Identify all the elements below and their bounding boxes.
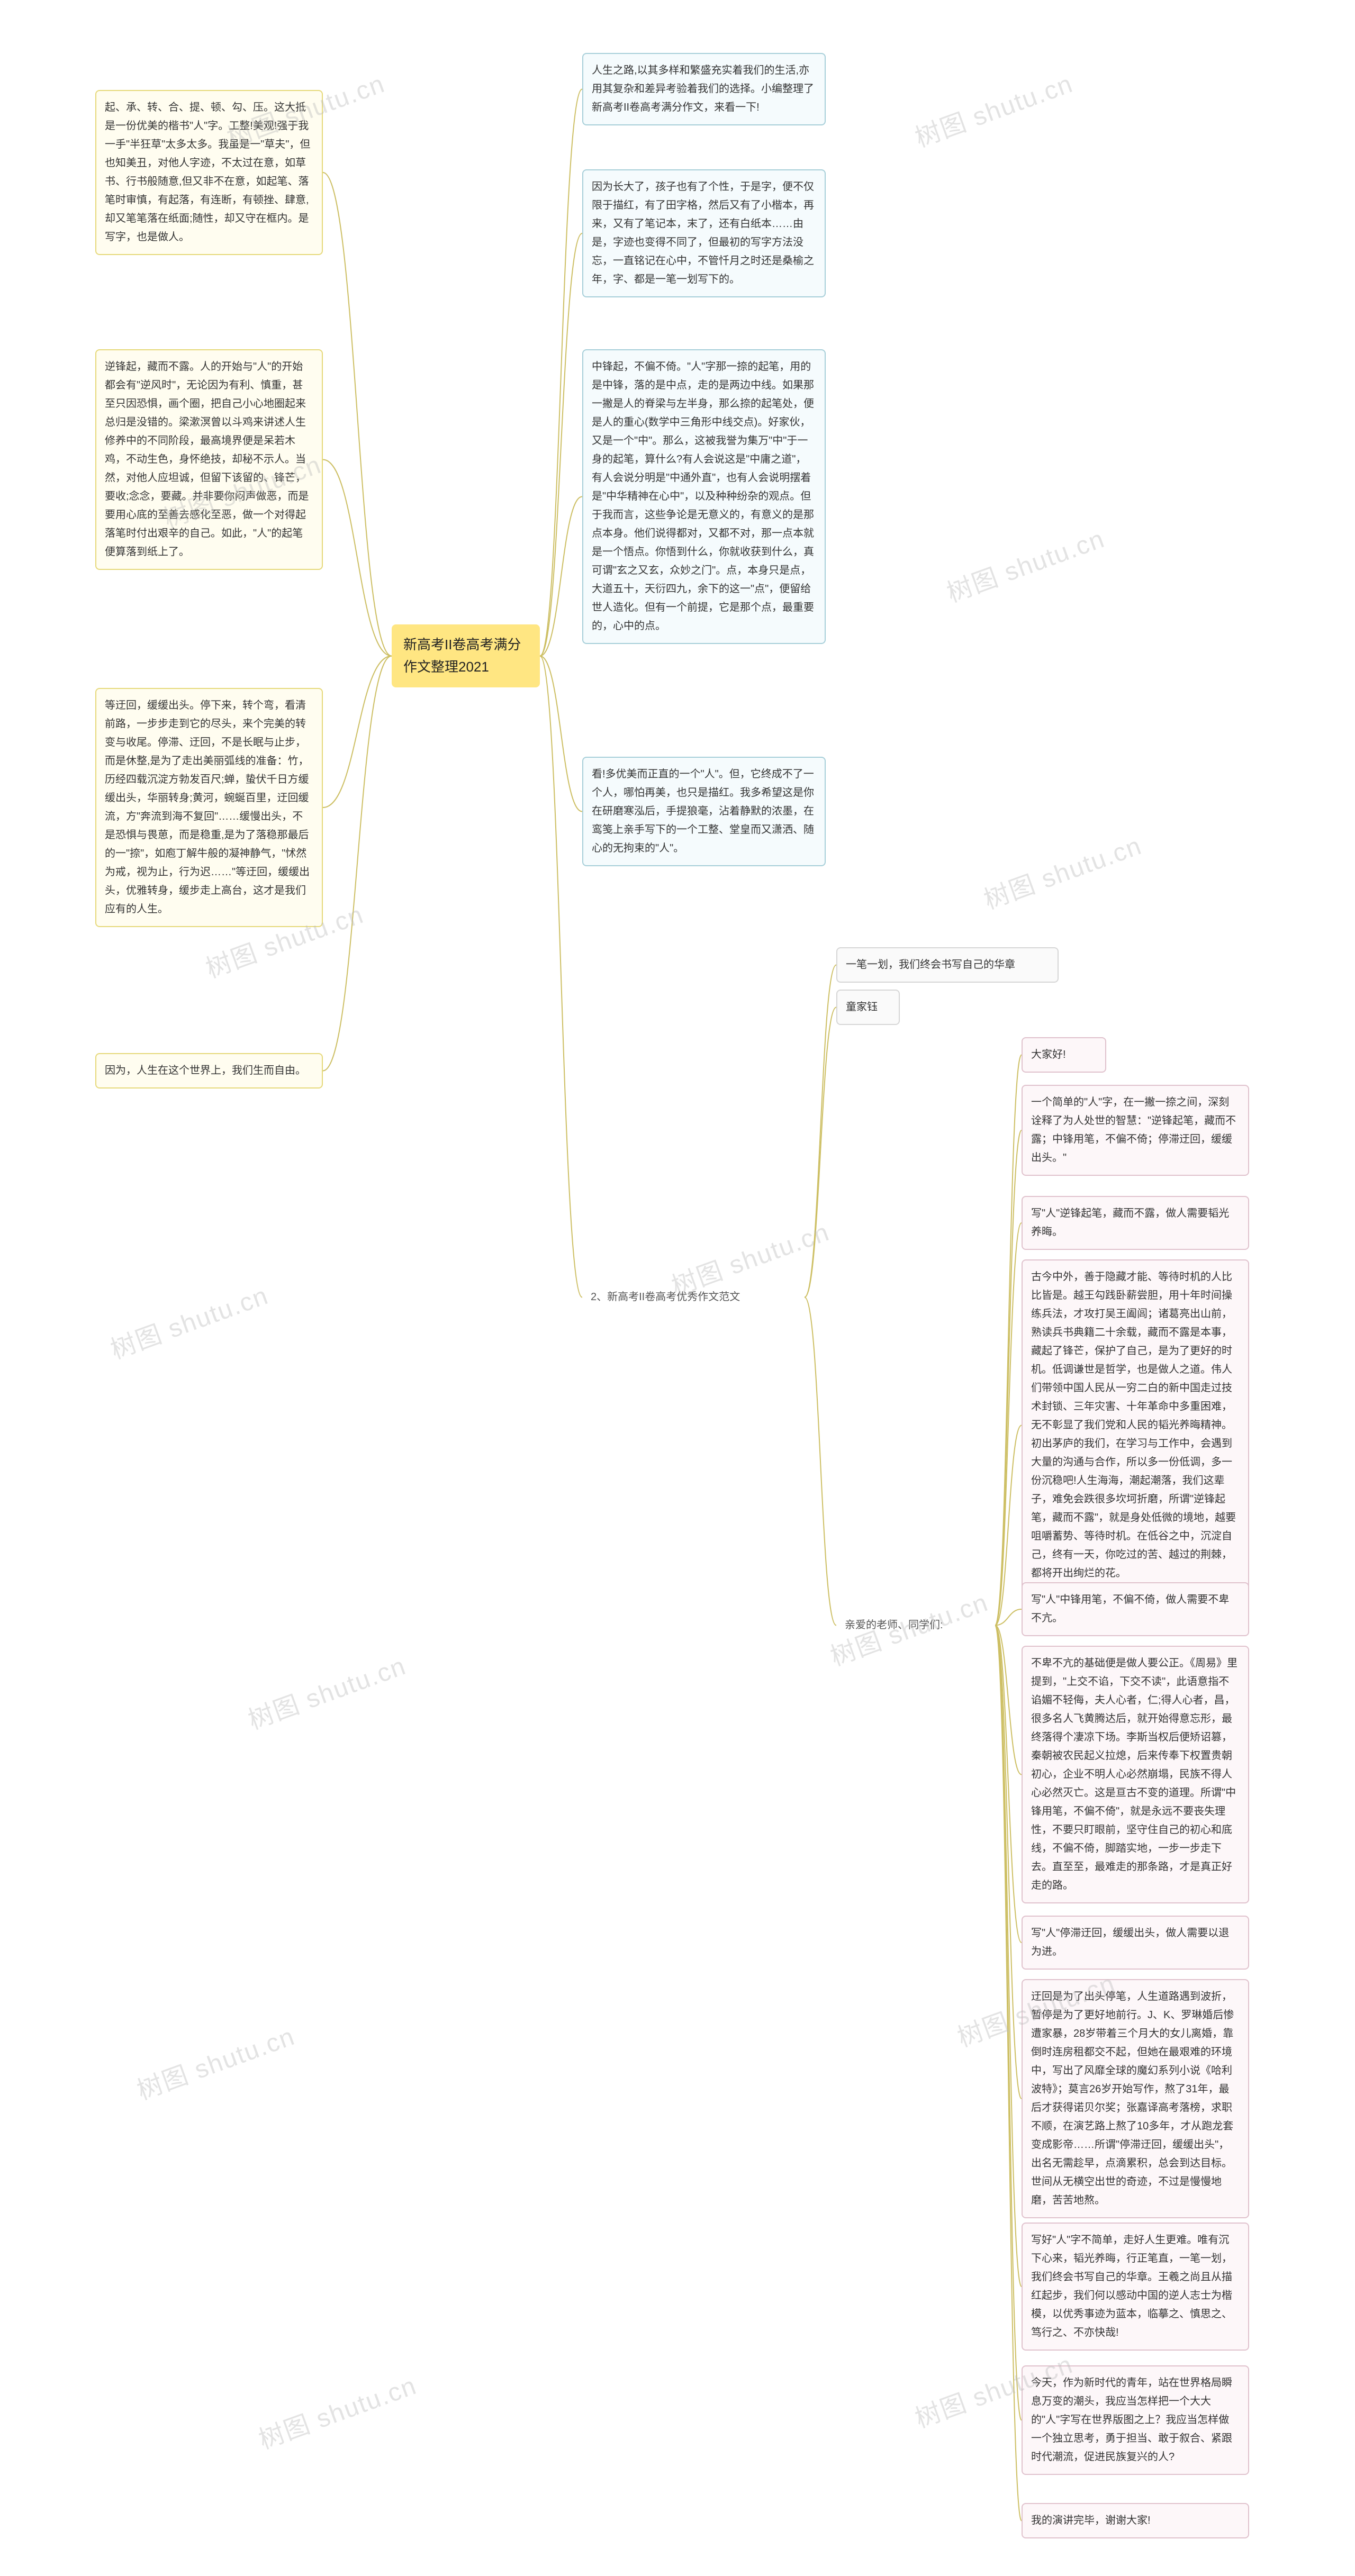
watermark: 树图 shutu.cn xyxy=(978,825,1146,917)
watermark: 树图 shutu.cn xyxy=(242,1645,410,1737)
pink-box-p10-text: 今天，作为新时代的青年，站在世界格局瞬息万变的潮头，我应当怎样把一个大大的"人"… xyxy=(1031,2377,1232,2463)
pink-box-p1-text: 大家好! xyxy=(1031,1049,1066,1060)
pink-box-p2-text: 一个简单的"人"字，在一撇一捺之间，深刻诠释了为人处世的智慧："逆锋起笔，藏而不… xyxy=(1031,1096,1236,1164)
watermark: 树图 shutu.cn xyxy=(941,518,1109,610)
watermark: 树图 shutu.cn xyxy=(104,1275,273,1366)
blue-box-b4-text: 看!多优美而正直的一个"人"。但，它终成不了一个人，哪怕再美，也只是描红。我多希… xyxy=(592,768,814,854)
pink-box-p3-text: 写"人"逆锋起笔，藏而不露，做人需要韬光养晦。 xyxy=(1031,1208,1229,1238)
pink-box-p2: 一个简单的"人"字，在一撇一捺之间，深刻诠释了为人处世的智慧："逆锋起笔，藏而不… xyxy=(1022,1085,1249,1176)
pink-box-p8: 迂回是为了出头停笔，人生道路遇到波折，暂停是为了更好地前行。J、K、罗琳婚后惨遭… xyxy=(1022,1979,1249,2218)
pink-label: 亲爱的老师、同学们: xyxy=(836,1609,995,1642)
pink-box-p9: 写好"人"字不简单，走好人生更难。唯有沉下心来，韬光养晦，行正笔直，一笔一划，我… xyxy=(1022,2223,1249,2351)
section2-label: 2、新高考II卷高考优秀作文范文 xyxy=(582,1281,805,1314)
watermark: 树图 shutu.cn xyxy=(252,2365,421,2456)
left-box-l4-text: 因为，人生在这个世界上，我们生而自由。 xyxy=(105,1065,306,1076)
root-text: 新高考II卷高考满分作文整理2021 xyxy=(403,637,521,675)
gray-box-g2-text: 童家钰 xyxy=(846,1001,878,1013)
pink-box-p5-text: 写"人"中锋用笔，不偏不倚，做人需要不卑不亢。 xyxy=(1031,1594,1229,1624)
pink-box-p11-text: 我的演讲完毕，谢谢大家! xyxy=(1031,2515,1151,2526)
watermark: 树图 shutu.cn xyxy=(909,63,1077,155)
blue-box-b1-text: 人生之路,以其多样和繁盛充实着我们的生活,亦用其复杂和差异考验着我们的选择。小编… xyxy=(592,65,814,113)
pink-box-p6: 不卑不亢的基础便是做人要公正。《周易》里提到，"上交不谄，下交不读"，此语意指不… xyxy=(1022,1646,1249,1903)
pink-box-p10: 今天，作为新时代的青年，站在世界格局瞬息万变的潮头，我应当怎样把一个大大的"人"… xyxy=(1022,2365,1249,2475)
left-box-l3-text: 等迂回，缓缓出头。停下来，转个弯，看清前路，一步步走到它的尽头，来个完美的转变与… xyxy=(105,700,310,915)
pink-box-p1: 大家好! xyxy=(1022,1037,1106,1073)
pink-box-p4: 古今中外，善于隐藏才能、等待时机的人比比皆是。越王勾践卧薪尝胆，用十年时间操练兵… xyxy=(1022,1259,1249,1591)
root-node: 新高考II卷高考满分作文整理2021 xyxy=(392,624,540,687)
pink-box-p8-text: 迂回是为了出头停笔，人生道路遇到波折，暂停是为了更好地前行。J、K、罗琳婚后惨遭… xyxy=(1031,1991,1234,2206)
watermark: 树图 shutu.cn xyxy=(131,2016,299,2107)
left-box-l2-text: 逆锋起，藏而不露。人的开始与"人"的开始都会有"逆风时"，无论因为有利、慎重，甚… xyxy=(105,361,309,558)
gray-box-g1: 一笔一划，我们终会书写自己的华章 xyxy=(836,947,1059,983)
gray-box-g1-text: 一笔一划，我们终会书写自己的华章 xyxy=(846,959,1015,970)
pink-box-p9-text: 写好"人"字不简单，走好人生更难。唯有沉下心来，韬光养晦，行正笔直，一笔一划，我… xyxy=(1031,2234,1232,2338)
left-box-l3: 等迂回，缓缓出头。停下来，转个弯，看清前路，一步步走到它的尽头，来个完美的转变与… xyxy=(95,688,323,927)
pink-box-p4-text: 古今中外，善于隐藏才能、等待时机的人比比皆是。越王勾践卧薪尝胆，用十年时间操练兵… xyxy=(1031,1271,1236,1579)
gray-box-g2: 童家钰 xyxy=(836,990,900,1025)
pink-box-p11: 我的演讲完毕，谢谢大家! xyxy=(1022,2503,1249,2538)
pink-box-p7-text: 写"人"停滞迂回，缓缓出头，做人需要以退为进。 xyxy=(1031,1927,1229,1957)
blue-box-b2: 因为长大了，孩子也有了个性，于是字，便不仅限于描红，有了田字格，然后又有了小楷本… xyxy=(582,169,826,297)
blue-box-b3-text: 中锋起，不偏不倚。"人"字那一捺的起笔，用的是中锋，落的是中点，走的是两边中线。… xyxy=(592,361,814,632)
section2-label-text: 2、新高考II卷高考优秀作文范文 xyxy=(591,1291,740,1303)
pink-box-p5: 写"人"中锋用笔，不偏不倚，做人需要不卑不亢。 xyxy=(1022,1582,1249,1636)
left-box-l2: 逆锋起，藏而不露。人的开始与"人"的开始都会有"逆风时"，无论因为有利、慎重，甚… xyxy=(95,349,323,570)
left-box-l4: 因为，人生在这个世界上，我们生而自由。 xyxy=(95,1053,323,1089)
blue-box-b2-text: 因为长大了，孩子也有了个性，于是字，便不仅限于描红，有了田字格，然后又有了小楷本… xyxy=(592,181,814,285)
pink-box-p3: 写"人"逆锋起笔，藏而不露，做人需要韬光养晦。 xyxy=(1022,1196,1249,1250)
blue-box-b4: 看!多优美而正直的一个"人"。但，它终成不了一个人，哪怕再美，也只是描红。我多希… xyxy=(582,757,826,866)
blue-box-b1: 人生之路,以其多样和繁盛充实着我们的生活,亦用其复杂和差异考验着我们的选择。小编… xyxy=(582,53,826,125)
blue-box-b3: 中锋起，不偏不倚。"人"字那一捺的起笔，用的是中锋，落的是中点，走的是两边中线。… xyxy=(582,349,826,644)
pink-box-p6-text: 不卑不亢的基础便是做人要公正。《周易》里提到，"上交不谄，下交不读"，此语意指不… xyxy=(1031,1657,1237,1891)
pink-label-text: 亲爱的老师、同学们: xyxy=(845,1619,943,1631)
left-box-l1-text: 起、承、转、合、提、顿、勾、压。这大抵是一份优美的楷书"人"字。工整!美观!强于… xyxy=(105,102,310,243)
pink-box-p7: 写"人"停滞迂回，缓缓出头，做人需要以退为进。 xyxy=(1022,1916,1249,1970)
left-box-l1: 起、承、转、合、提、顿、勾、压。这大抵是一份优美的楷书"人"字。工整!美观!强于… xyxy=(95,90,323,255)
